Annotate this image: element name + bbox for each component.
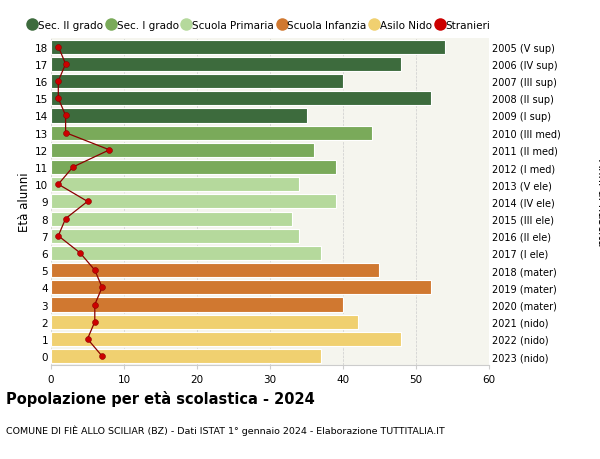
Point <box>53 233 63 240</box>
Point <box>90 301 100 308</box>
Point <box>53 78 63 85</box>
Bar <box>51 40 445 55</box>
Point <box>53 95 63 103</box>
Bar <box>51 92 431 106</box>
Y-axis label: Età alunni: Età alunni <box>18 172 31 232</box>
Point <box>97 284 107 291</box>
Bar <box>51 178 299 192</box>
Point <box>61 215 70 223</box>
Bar <box>51 161 335 175</box>
Point <box>53 181 63 189</box>
Bar <box>51 58 401 72</box>
Bar <box>51 349 321 364</box>
Bar <box>51 144 314 157</box>
Bar <box>51 315 358 329</box>
Point <box>90 319 100 326</box>
Legend: Sec. II grado, Sec. I grado, Scuola Primaria, Scuola Infanzia, Asilo Nido, Stran: Sec. II grado, Sec. I grado, Scuola Prim… <box>26 17 495 35</box>
Point <box>68 164 78 171</box>
Bar <box>51 263 379 278</box>
Point <box>83 336 92 343</box>
Point <box>61 130 70 137</box>
Point <box>61 61 70 68</box>
Text: COMUNE DI FIÈ ALLO SCILIAR (BZ) - Dati ISTAT 1° gennaio 2024 - Elaborazione TUTT: COMUNE DI FIÈ ALLO SCILIAR (BZ) - Dati I… <box>6 425 445 435</box>
Bar <box>51 229 299 243</box>
Bar <box>51 298 343 312</box>
Y-axis label: Anni di nascita: Anni di nascita <box>595 158 600 246</box>
Point <box>104 147 114 154</box>
Point <box>53 44 63 51</box>
Bar <box>51 195 335 209</box>
Bar <box>51 109 307 123</box>
Bar <box>51 126 372 140</box>
Point <box>83 198 92 206</box>
Bar <box>51 212 292 226</box>
Bar <box>51 281 431 295</box>
Point <box>61 112 70 120</box>
Bar <box>51 75 343 89</box>
Bar <box>51 246 321 260</box>
Point <box>90 267 100 274</box>
Point <box>76 250 85 257</box>
Point <box>97 353 107 360</box>
Text: Popolazione per età scolastica - 2024: Popolazione per età scolastica - 2024 <box>6 390 315 406</box>
Bar <box>51 332 401 346</box>
